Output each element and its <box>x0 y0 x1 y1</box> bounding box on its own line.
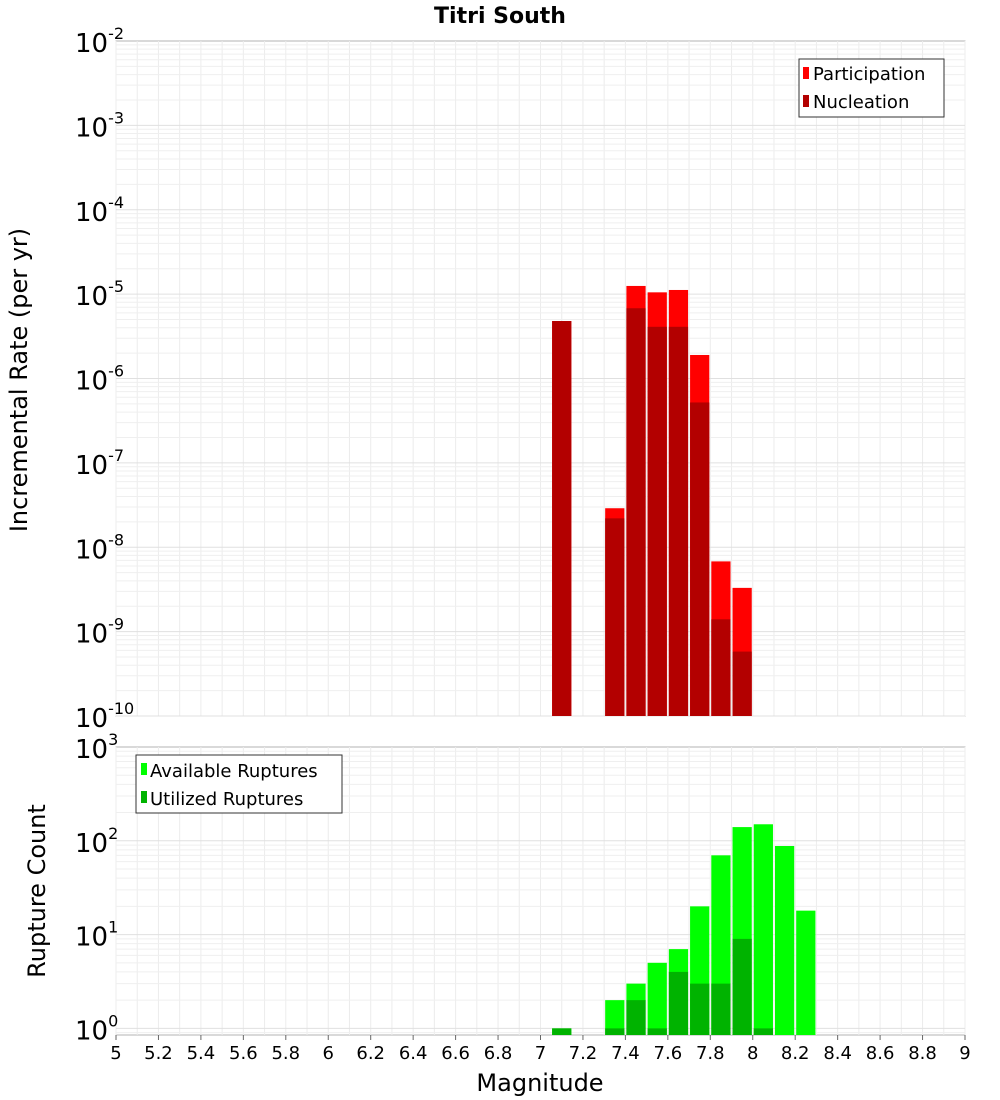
x-tick-label: 5.8 <box>271 1043 300 1064</box>
x-tick-label: 5.4 <box>187 1043 216 1064</box>
y-tick-label: 102 <box>75 824 118 859</box>
available-swatch <box>141 763 147 775</box>
count-legend: Available Ruptures Utilized Ruptures <box>135 754 343 814</box>
rate-panel: 10-10 10-9 10-8 10-7 10-6 10-5 10-4 10-3 10-2 In… <box>5 24 966 734</box>
count-y-ticks: 100 101 102 103 <box>75 730 118 1046</box>
utilized-bar <box>732 938 752 1035</box>
utilized-swatch <box>141 791 147 803</box>
nucleation-swatch <box>803 95 809 107</box>
legend-available-ruptures: Available Ruptures <box>150 761 318 782</box>
x-tick-label: 6 <box>323 1043 334 1064</box>
x-tick-label: 8.8 <box>908 1043 937 1064</box>
y-tick-label: 10-4 <box>75 193 124 228</box>
x-tick-label: 6.4 <box>399 1043 428 1064</box>
count-panel: 100 101 102 103 5 5.2 5.4 5.6 5.8 6 6.2 6.4 6.6 6.8 7… <box>23 730 971 1097</box>
y-tick-label: 100 <box>75 1011 118 1046</box>
x-axis-label: Magnitude <box>476 1069 603 1097</box>
x-tick-label: 8.6 <box>866 1043 895 1064</box>
y-tick-label: 10-7 <box>75 446 124 481</box>
legend-utilized-ruptures: Utilized Ruptures <box>150 789 303 810</box>
utilized-bar <box>753 1028 773 1035</box>
rate-y-axis-label: Incremental Rate (per yr) <box>5 228 33 532</box>
utilized-bar <box>626 1000 646 1035</box>
rate-gridlines <box>115 41 966 717</box>
y-tick-label: 10-5 <box>75 277 124 312</box>
utilized-bar <box>711 983 731 1035</box>
available-bar <box>605 1000 625 1035</box>
count-legend-box <box>135 754 343 814</box>
x-tick-label: 6.8 <box>484 1043 513 1064</box>
nucleation-bar <box>552 321 572 716</box>
available-bar <box>753 824 773 1035</box>
y-tick-label: 103 <box>75 730 118 765</box>
x-tick-label: 8 <box>747 1043 758 1064</box>
count-y-axis-label: Rupture Count <box>23 804 51 978</box>
available-bar <box>796 910 816 1035</box>
utilized-bar <box>690 983 710 1035</box>
nucleation-bar <box>690 402 710 716</box>
utilized-bar <box>552 1028 572 1035</box>
x-tick-label: 7.4 <box>611 1043 640 1064</box>
x-tick-label: 7.6 <box>654 1043 683 1064</box>
x-tick-label: 7.8 <box>696 1043 725 1064</box>
x-ticks: 5 5.2 5.4 5.6 5.8 6 6.2 6.4 6.6 6.8 7 7.2 7.4 7.6 7.8 8… <box>110 1035 971 1064</box>
x-tick-label: 5.6 <box>229 1043 258 1064</box>
x-tick-label: 6.2 <box>356 1043 385 1064</box>
y-tick-label: 10-10 <box>75 699 134 734</box>
x-tick-label: 8.4 <box>823 1043 852 1064</box>
nucleation-bar <box>626 308 646 716</box>
x-tick-label: 8.2 <box>781 1043 810 1064</box>
count-gridlines <box>115 747 966 1035</box>
rate-legend: Participation Nucleation <box>798 58 945 118</box>
x-tick-label: 5.2 <box>144 1043 173 1064</box>
y-tick-label: 10-8 <box>75 530 124 565</box>
utilized-bar <box>668 971 689 1035</box>
y-tick-label: 10-2 <box>75 24 124 59</box>
available-bar <box>774 846 795 1035</box>
legend-nucleation: Nucleation <box>813 92 909 113</box>
nucleation-bar <box>647 326 667 716</box>
rate-y-ticks: 10-10 10-9 10-8 10-7 10-6 10-5 10-4 10-3 10-2 <box>75 24 134 734</box>
x-tick-label: 5 <box>110 1043 121 1064</box>
x-tick-label: 6.6 <box>441 1043 470 1064</box>
available-bar <box>647 962 667 1035</box>
rate-bars <box>552 285 752 716</box>
y-tick-label: 10-6 <box>75 362 124 397</box>
utilized-bar <box>647 1028 667 1035</box>
nucleation-bar <box>732 651 752 716</box>
chart-title: Titri South <box>434 4 566 29</box>
rate-legend-box <box>798 58 945 118</box>
x-tick-label: 9 <box>959 1043 970 1064</box>
x-tick-label: 7.2 <box>569 1043 598 1064</box>
legend-participation: Participation <box>813 64 925 85</box>
nucleation-bar <box>668 326 689 716</box>
count-bars <box>552 824 816 1035</box>
nucleation-bar <box>711 619 731 716</box>
y-tick-label: 10-3 <box>75 108 124 143</box>
participation-swatch <box>803 67 809 79</box>
y-tick-label: 101 <box>75 918 118 953</box>
y-tick-label: 10-9 <box>75 615 124 650</box>
nucleation-bar <box>605 518 625 716</box>
utilized-bar <box>605 1028 625 1035</box>
x-tick-label: 7 <box>535 1043 546 1064</box>
